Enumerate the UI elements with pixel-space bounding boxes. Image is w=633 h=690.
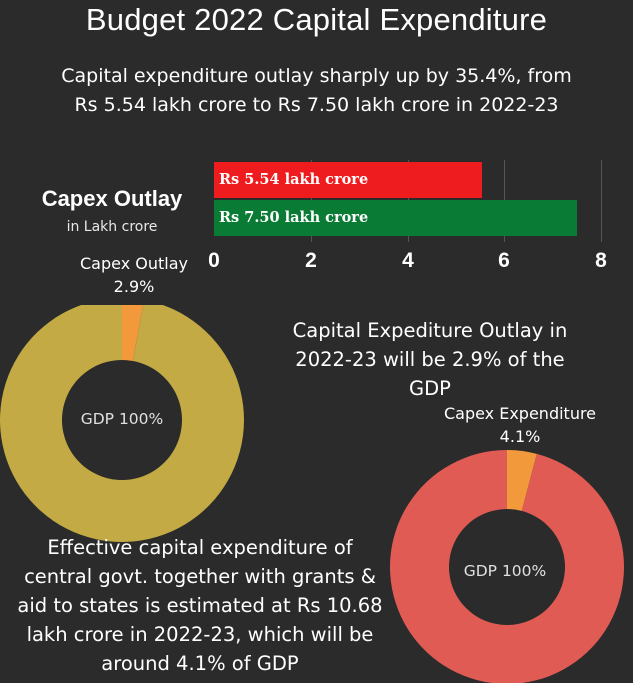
bar-chart-title: Capex Outlay <box>41 186 183 211</box>
donut2-slice-value: 4.1% <box>499 427 541 446</box>
donut2-annotation-line-1: Effective capital expenditure of <box>47 536 353 559</box>
donut1-slice-2 <box>0 305 244 542</box>
bar-chart-unit: in Lakh crore <box>66 219 158 235</box>
donut-chart-2 <box>390 450 624 684</box>
donut1-annotation: Capital Expediture Outlay in 2022-23 wil… <box>255 316 605 403</box>
donut1-slice-value: 2.9% <box>113 277 155 296</box>
donut2-annotation-line-3: aid to states is estimated at Rs 10.68 <box>17 594 383 617</box>
subtitle-line-2: Rs 5.54 lakh crore to Rs 7.50 lakh crore… <box>74 94 559 116</box>
donut1-annotation-line-3: GDP <box>409 377 451 400</box>
bottom-strip <box>0 683 633 690</box>
donut2-slice-1 <box>507 450 537 511</box>
donut2-center-label: GDP 100% <box>463 562 547 580</box>
bar-label-2: Rs 7.50 lakh crore <box>219 209 369 226</box>
donut1-annotation-line-2: 2022-23 will be 2.9% of the <box>295 348 565 371</box>
bar-label-1: Rs 5.54 lakh crore <box>219 171 369 188</box>
x-tick-label: 6 <box>498 249 510 272</box>
x-tick-label: 4 <box>402 249 414 272</box>
donut2-slice-name: Capex Expenditure <box>443 404 597 423</box>
x-tick-label: 0 <box>208 249 220 272</box>
donut1-center-label: GDP 100% <box>80 410 164 428</box>
bar-1: Rs 5.54 lakh crore <box>214 162 482 198</box>
donut2-annotation-line-2: central govt. together with grants & <box>24 565 376 588</box>
donut-chart-1 <box>0 305 244 542</box>
page-title: Budget 2022 Capital Expenditure <box>85 2 548 37</box>
donut2-slice-label: Capex Expenditure 4.1% <box>430 402 610 448</box>
donut2-annotation: Effective capital expenditure of central… <box>0 533 400 678</box>
x-tick-label: 2 <box>305 249 317 272</box>
donut1-slice-name: Capex Outlay <box>80 254 188 273</box>
donut2-annotation-line-4: lakh crore in 2022-23, which will be <box>26 623 374 646</box>
bar-gridline <box>601 160 602 242</box>
x-tick-label: 8 <box>595 249 607 272</box>
donut2-slice-2 <box>390 450 624 684</box>
subtitle-line-1: Capital expenditure outlay sharply up by… <box>61 65 572 87</box>
bar-2: Rs 7.50 lakh crore <box>214 200 577 236</box>
donut1-slice-label: Capex Outlay 2.9% <box>72 252 196 298</box>
donut1-slice-1 <box>122 305 144 361</box>
donut2-annotation-line-5: around 4.1% of GDP <box>101 652 299 675</box>
donut1-annotation-line-1: Capital Expediture Outlay in <box>292 319 568 342</box>
